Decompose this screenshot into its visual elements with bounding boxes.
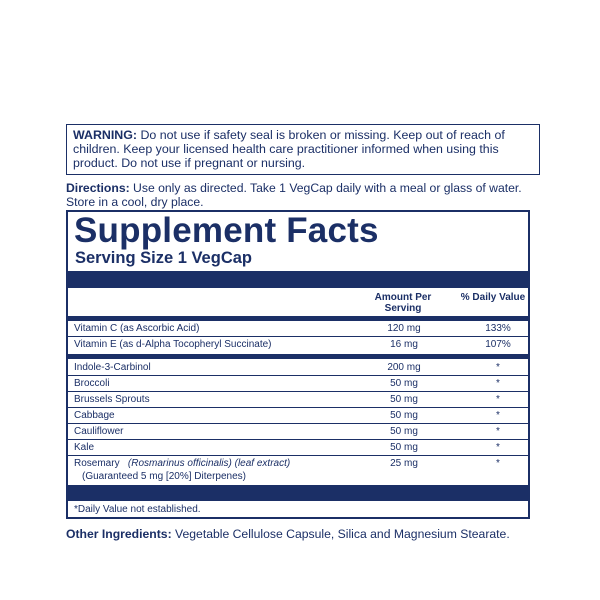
nutrient-name: Vitamin E (as d-Alpha Tocopheryl Succina… (74, 339, 272, 350)
other-text: Vegetable Cellulose Capsule, Silica and … (171, 527, 510, 541)
ingredient-name: Indole-3-Carbinol (74, 362, 151, 373)
directions: Directions: Use only as directed. Take 1… (66, 181, 536, 209)
row-divider (68, 336, 528, 337)
ingredient-amount: 50 mg (390, 426, 418, 437)
nutrient-amount: 120 mg (387, 323, 421, 334)
row-divider (68, 423, 528, 424)
header-amount: Amount Per Serving (374, 292, 432, 314)
ingredient-subnote: (Guaranteed 5 mg [20%] Diterpenes) (82, 471, 246, 482)
ingredient-dv: * (496, 458, 500, 469)
divider-thick-bottom (68, 485, 528, 501)
ingredient-dv: * (496, 426, 500, 437)
ingredient-amount: 25 mg (390, 458, 418, 469)
ingredient-dv: * (496, 362, 500, 373)
ingredient-name: Brussels Sprouts (74, 394, 150, 405)
footnote: *Daily Value not established. (74, 504, 201, 515)
ingredient-latin: (Rosmarinus officinalis) (127, 458, 232, 469)
ingredient-name-text: Rosemary (74, 458, 120, 469)
supplement-facts-panel: Supplement Facts Serving Size 1 VegCap A… (66, 210, 530, 519)
ingredient-part: (leaf extract) (231, 458, 291, 469)
row-divider (68, 391, 528, 392)
warning-text: Do not use if safety seal is broken or m… (73, 128, 505, 170)
row-divider (68, 407, 528, 408)
other-ingredients: Other Ingredients: Vegetable Cellulose C… (66, 527, 546, 541)
ingredient-dv: * (496, 410, 500, 421)
ingredient-name: Broccoli (74, 378, 110, 389)
nutrient-amount: 16 mg (390, 339, 418, 350)
ingredient-amount: 50 mg (390, 378, 418, 389)
ingredient-name: Rosemary (Rosmarinus officinalis) (leaf … (74, 458, 290, 470)
facts-title: Supplement Facts (74, 211, 379, 250)
divider-thick-top (68, 271, 528, 288)
ingredient-amount: 50 mg (390, 410, 418, 421)
divider-vitamins (68, 354, 528, 359)
ingredient-amount: 50 mg (390, 394, 418, 405)
divider-header (68, 316, 528, 321)
ingredient-amount: 200 mg (387, 362, 421, 373)
serving-size: Serving Size 1 VegCap (75, 249, 252, 267)
nutrient-dv: 133% (485, 323, 511, 334)
ingredient-name: Cauliflower (74, 426, 124, 437)
directions-text: Use only as directed. Take 1 VegCap dail… (66, 181, 522, 209)
header-daily-value: % Daily Value (460, 292, 526, 303)
row-divider (68, 439, 528, 440)
ingredient-amount: 50 mg (390, 442, 418, 453)
ingredient-dv: * (496, 394, 500, 405)
other-label: Other Ingredients: (66, 527, 172, 541)
row-divider (68, 455, 528, 456)
warning-box: WARNING: Do not use if safety seal is br… (66, 124, 540, 175)
ingredient-dv: * (496, 442, 500, 453)
ingredient-name: Kale (74, 442, 95, 453)
nutrient-dv: 107% (485, 339, 511, 350)
ingredient-dv: * (496, 378, 500, 389)
directions-label: Directions: (66, 181, 130, 195)
ingredient-name: Cabbage (74, 410, 115, 421)
row-divider (68, 375, 528, 376)
warning-label: WARNING: (73, 128, 138, 142)
nutrient-name: Vitamin C (as Ascorbic Acid) (74, 323, 200, 334)
